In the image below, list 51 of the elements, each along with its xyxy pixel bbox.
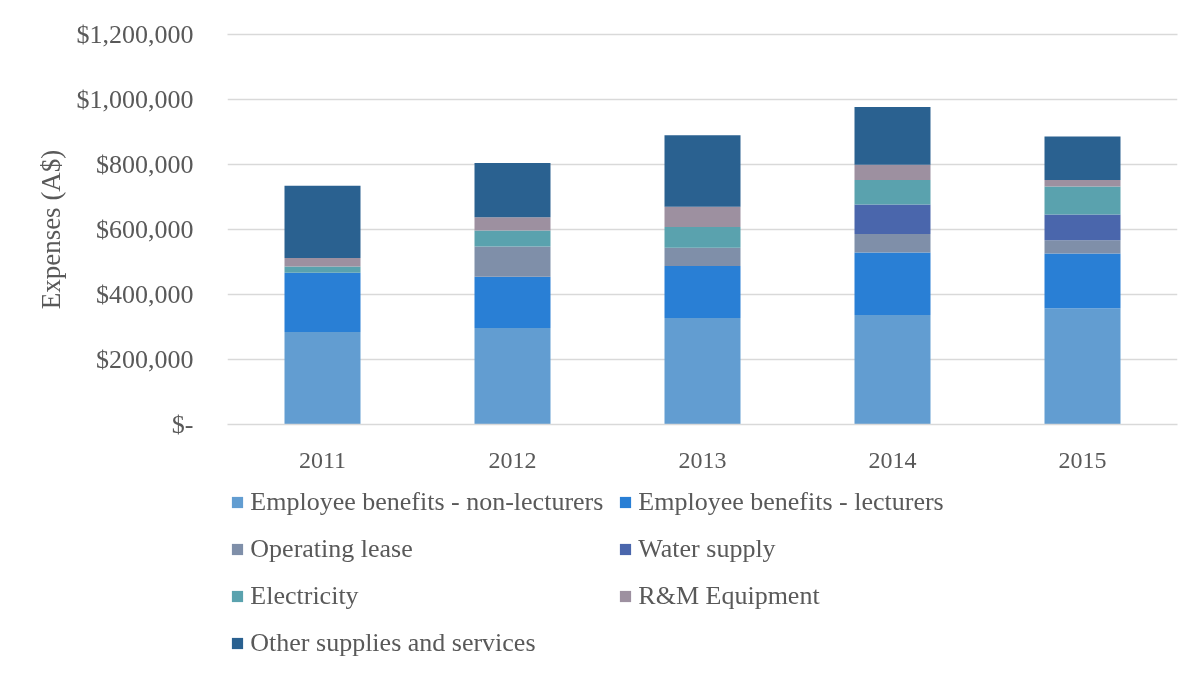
bar xyxy=(854,180,931,205)
bar xyxy=(474,327,551,425)
bar xyxy=(854,164,931,181)
x-tick-label: 2013 xyxy=(678,446,727,473)
y-tick-label: $800,000 xyxy=(96,150,194,179)
bar xyxy=(284,258,361,267)
x-tick-label: 2011 xyxy=(298,446,347,473)
bar xyxy=(854,234,931,253)
y-tick-label: $200,000 xyxy=(96,345,194,374)
legend-label: Operating lease xyxy=(250,533,413,565)
y-tick-label: $1,200,000 xyxy=(76,20,194,49)
bar xyxy=(474,246,551,277)
bar xyxy=(474,162,551,218)
bar xyxy=(664,226,741,248)
bar xyxy=(284,272,361,332)
bar xyxy=(284,331,361,425)
bar xyxy=(664,135,741,207)
bar xyxy=(854,252,931,315)
y-tick-label: $600,000 xyxy=(96,215,194,244)
x-tick-label: 2014 xyxy=(868,446,917,473)
bar xyxy=(1044,253,1121,309)
x-tick-label: 2015 xyxy=(1058,446,1107,473)
bar xyxy=(284,185,361,259)
bar xyxy=(854,314,931,425)
bar xyxy=(664,247,741,266)
bar xyxy=(1044,214,1121,241)
legend-label: Electricity xyxy=(250,580,359,612)
bar xyxy=(664,206,741,227)
y-tick-label: $- xyxy=(171,410,194,439)
bar xyxy=(1044,186,1121,215)
y-tick-label: $1,000,000 xyxy=(76,85,194,114)
y-axis-title: Expenses (A$) xyxy=(35,149,66,310)
y-tick-label: $400,000 xyxy=(96,280,194,309)
bar xyxy=(854,204,931,235)
bar xyxy=(474,276,551,328)
legend-label: R&M Equipment xyxy=(638,580,820,612)
legend-label: Employee benefits - non-lecturers xyxy=(250,486,604,518)
legend-label: Employee benefits - lecturers xyxy=(638,486,944,518)
bar xyxy=(1044,308,1121,425)
bar xyxy=(474,230,551,247)
bar xyxy=(664,265,741,318)
bar xyxy=(1044,240,1121,254)
bar xyxy=(854,106,931,165)
bar xyxy=(664,317,741,425)
bar xyxy=(1044,180,1121,187)
x-tick-label: 2012 xyxy=(488,446,537,473)
bar xyxy=(474,217,551,231)
bar xyxy=(1044,136,1121,181)
bar xyxy=(284,266,361,273)
legend-label: Other supplies and services xyxy=(250,627,536,659)
legend-label: Water supply xyxy=(638,533,776,565)
